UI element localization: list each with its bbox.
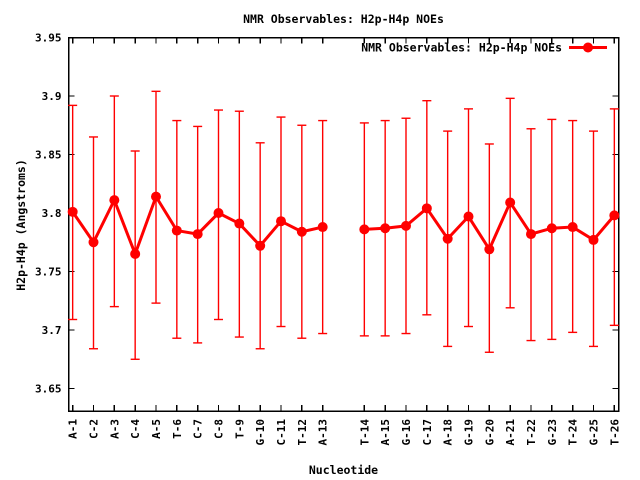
x-tick-label: T-9 <box>233 419 246 439</box>
x-tick-label: C-4 <box>129 419 142 439</box>
data-point-T-9 <box>234 218 245 229</box>
x-tick-label: G-19 <box>463 419 476 446</box>
chart-title: NMR Observables: H2p-H4p NOEs <box>243 12 444 26</box>
data-point-T-26 <box>609 210 620 221</box>
y-tick-label: 3.95 <box>35 32 62 45</box>
data-point-G-16 <box>401 220 411 231</box>
x-tick-label: T-24 <box>567 419 580 446</box>
x-tick-label: T-14 <box>358 419 371 446</box>
data-point-A-18 <box>442 233 453 244</box>
data-point-G-20 <box>484 244 495 255</box>
x-tick-label: A-21 <box>504 419 517 446</box>
data-point-T-12 <box>296 226 307 237</box>
legend: NMR Observables: H2p-H4p NOEs <box>361 41 607 55</box>
x-tick-label: G-23 <box>546 419 559 446</box>
legend-label: NMR Observables: H2p-H4p NOEs <box>361 41 562 55</box>
data-point-C-4 <box>130 248 141 259</box>
x-tick-label: T-26 <box>608 419 621 446</box>
y-axis-label: H2p-H4p (Angstroms) <box>14 159 28 291</box>
x-tick-label: T-6 <box>171 419 184 439</box>
data-point-T-24 <box>567 222 578 233</box>
data-point-A-5 <box>151 191 161 202</box>
x-tick-label: C-17 <box>421 419 434 446</box>
x-tick-label: A-1 <box>67 419 80 439</box>
data-point-G-25 <box>588 234 599 245</box>
x-tick-label: A-3 <box>108 419 121 439</box>
axis-ticks <box>68 36 619 411</box>
data-point-A-1 <box>67 206 78 217</box>
data-point-C-11 <box>276 216 286 227</box>
x-tick-label: G-25 <box>588 419 601 446</box>
y-tick-label: 3.65 <box>35 383 62 396</box>
x-tick-label: C-11 <box>275 419 288 446</box>
plot-border <box>67 36 620 412</box>
error-bars <box>68 90 619 360</box>
data-point-A-13 <box>317 222 328 233</box>
data-point-T-6 <box>171 225 182 236</box>
x-tick-label: G-10 <box>254 419 267 446</box>
x-tick-label: C-7 <box>192 419 205 439</box>
legend-point-sample <box>583 42 593 53</box>
data-point-A-3 <box>109 195 120 206</box>
x-tick-label: C-8 <box>213 419 226 439</box>
x-tick-label: G-20 <box>483 419 496 446</box>
y-tick-label: 3.8 <box>42 207 62 220</box>
data-point-C-17 <box>421 203 432 214</box>
data-point-A-21 <box>505 197 516 208</box>
data-point-T-22 <box>526 229 536 240</box>
data-point-A-15 <box>380 223 391 234</box>
x-tick-label: A-13 <box>317 419 330 446</box>
data-point-G-10 <box>255 240 266 251</box>
data-point-G-23 <box>546 223 557 234</box>
x-tick-label: G-16 <box>400 419 413 446</box>
data-point-C-8 <box>213 208 224 219</box>
x-tick-label: A-15 <box>379 419 392 446</box>
data-point-C-7 <box>192 229 203 240</box>
data-points <box>67 191 620 259</box>
x-tick-label: T-12 <box>296 419 309 446</box>
y-tick-label: 3.85 <box>35 149 62 162</box>
data-point-T-14 <box>359 224 370 235</box>
x-axis-label: Nucleotide <box>309 463 378 477</box>
y-tick-label: 3.7 <box>42 324 62 337</box>
x-tick-label: T-22 <box>525 419 538 446</box>
data-point-G-19 <box>463 211 474 222</box>
y-tick-label: 3.9 <box>42 90 62 103</box>
x-tick-label: C-2 <box>88 419 101 439</box>
x-tick-label: A-5 <box>150 419 163 439</box>
y-tick-label: 3.75 <box>35 266 62 279</box>
data-point-C-2 <box>88 237 99 248</box>
x-tick-label: A-18 <box>442 419 455 446</box>
